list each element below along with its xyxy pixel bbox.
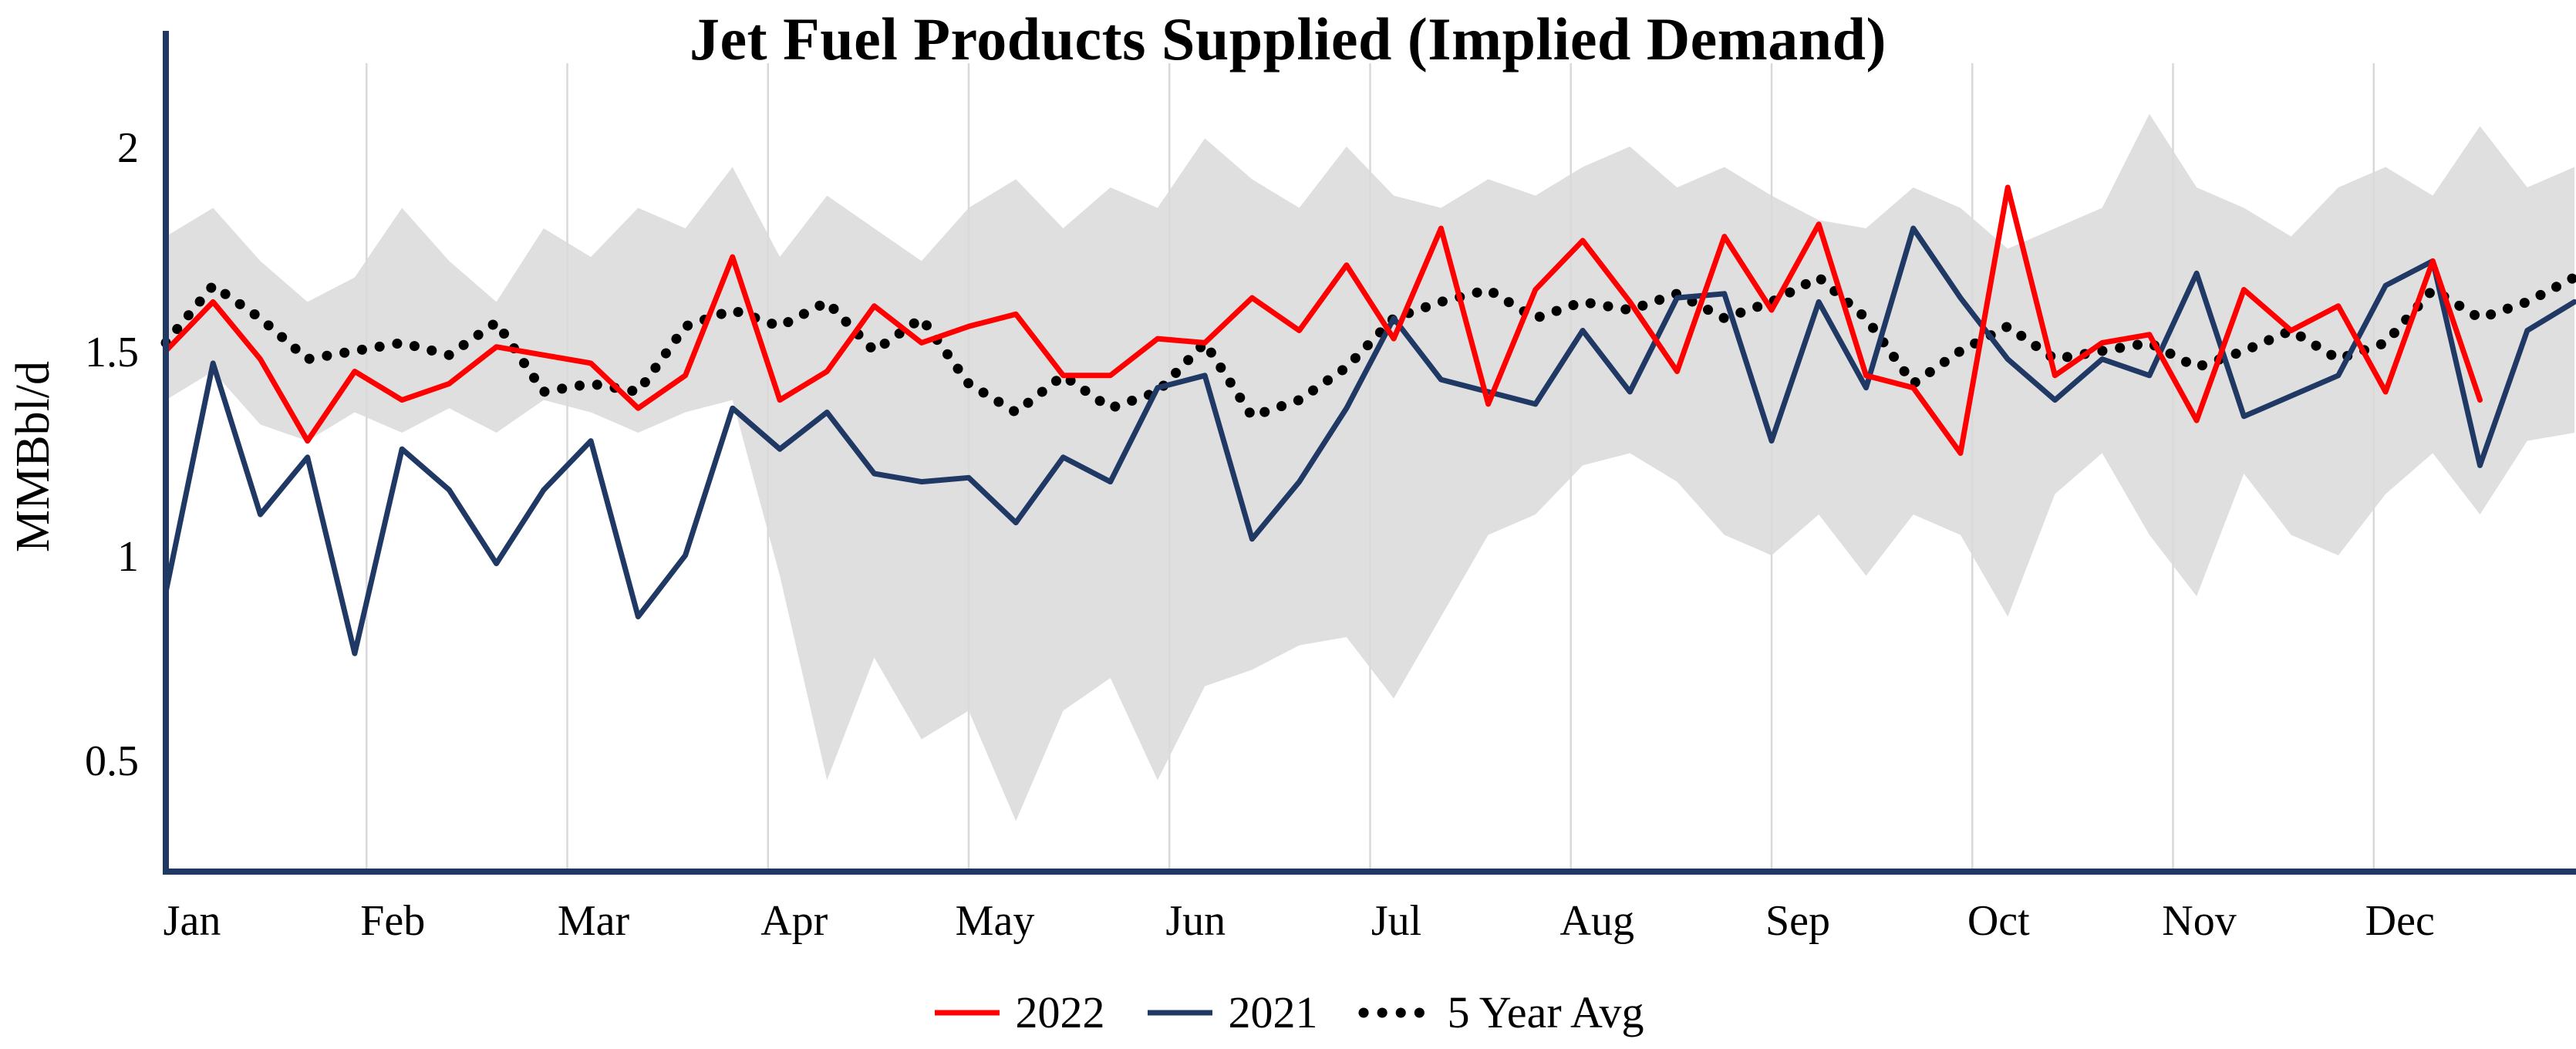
- y-tick-label: 0.5: [85, 737, 139, 785]
- x-tick-label: Feb: [360, 897, 425, 945]
- legend-label-5yr-avg: 5 Year Avg: [1447, 987, 1644, 1037]
- legend-swatch-2021-line: [1148, 1010, 1213, 1015]
- x-tick-label: Nov: [2162, 897, 2236, 945]
- y-axis-title: MMBbl/d: [7, 360, 59, 553]
- y-tick-labels: 2 1.5 1 0.5: [85, 124, 139, 785]
- x-tick-label: Jan: [164, 897, 221, 945]
- x-tick-label: Jul: [1371, 897, 1421, 945]
- y-tick-label: 2: [117, 124, 139, 172]
- series-2021-line: [163, 225, 2576, 656]
- legend-label-2021: 2021: [1228, 987, 1318, 1037]
- chart-title: Jet Fuel Products Supplied (Implied Dema…: [689, 5, 1887, 73]
- legend-item-2022: 2022: [932, 987, 1104, 1038]
- series-5yr-avg-line: [160, 272, 2576, 422]
- x-tick-label: Aug: [1560, 897, 1634, 945]
- x-tick-label: Dec: [2365, 897, 2435, 945]
- y-tick-label: 1: [117, 533, 139, 581]
- legend-item-2021: 2021: [1145, 987, 1317, 1038]
- x-tick-label: Apr: [760, 897, 828, 945]
- series-2022-line: [163, 184, 2483, 456]
- x-tick-label: Sep: [1765, 897, 1830, 945]
- x-tick-label: May: [956, 897, 1035, 945]
- x-tick-label: Jun: [1165, 897, 1226, 945]
- legend-item-5yr-avg: 5 Year Avg: [1357, 987, 1644, 1038]
- x-tick-label: Mar: [558, 897, 630, 945]
- legend-label-2022: 2022: [1015, 987, 1105, 1037]
- band-5yr-range: [166, 113, 2574, 821]
- legend-swatch-5yr-avg-dotted-line: [1358, 1007, 1435, 1017]
- y-tick-label: 1.5: [85, 329, 139, 376]
- legend: 2022 2021 5 Year Avg: [0, 987, 2576, 1038]
- x-tick-label: Oct: [1967, 897, 2030, 945]
- x-tick-labels: Jan Feb Mar Apr May Jun Jul Aug Sep Oct Nov Dec: [164, 897, 2435, 945]
- legend-swatch-2022-line: [935, 1010, 1000, 1015]
